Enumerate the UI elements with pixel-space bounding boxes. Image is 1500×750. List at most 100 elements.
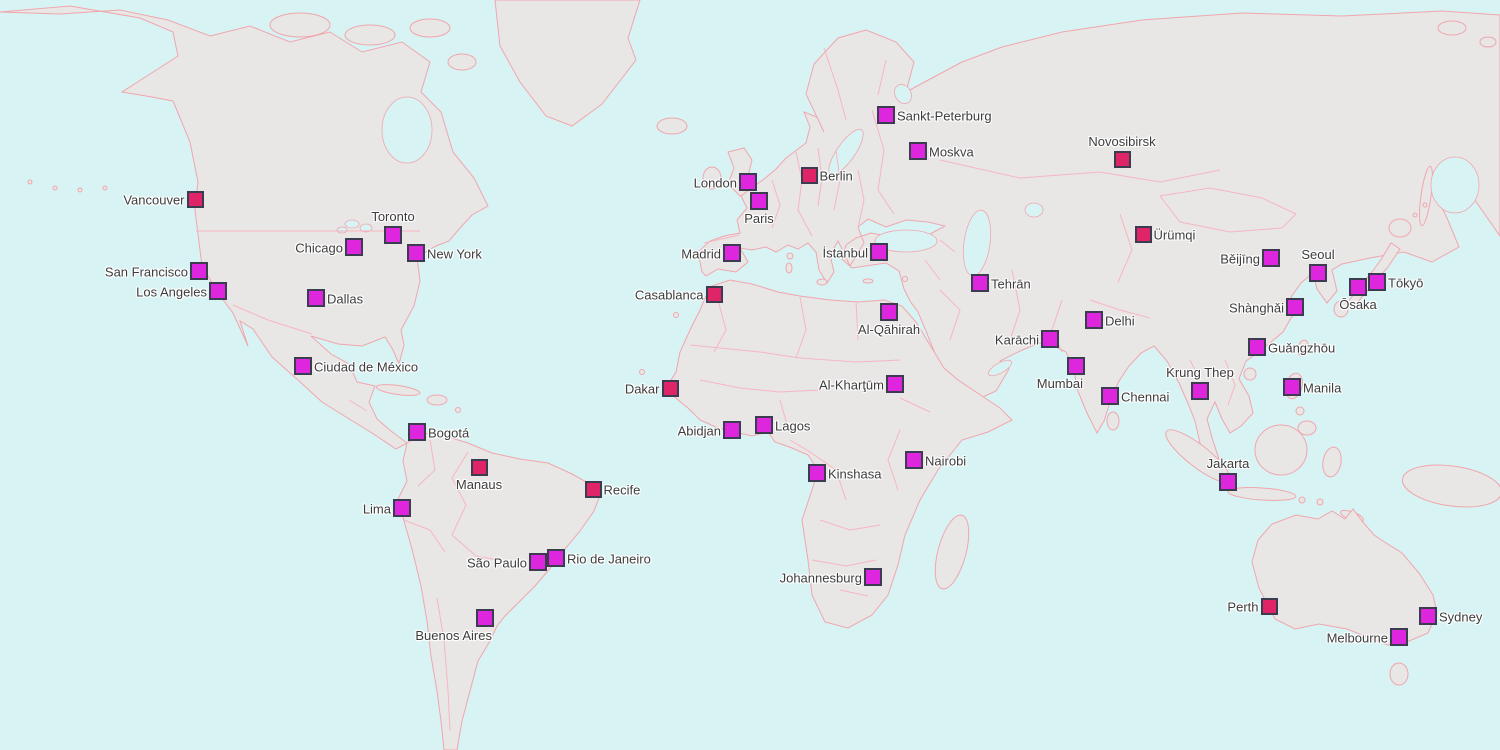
city-marker-gu-ngzh-u[interactable] xyxy=(1248,338,1266,356)
city-marker-chicago[interactable] xyxy=(345,238,363,256)
city-marker-los-angeles[interactable] xyxy=(209,282,227,300)
city-label-berlin: Berlin xyxy=(819,168,853,184)
taiwan xyxy=(1297,339,1309,357)
continent-south-america xyxy=(397,432,602,750)
city-label-johannesburg: Johannesburg xyxy=(779,570,862,586)
new-guinea xyxy=(1401,464,1500,508)
city-label-b-ij-ng: Běijīng xyxy=(1220,251,1260,267)
city-marker-casablanca[interactable] xyxy=(705,285,723,303)
borneo xyxy=(1254,424,1308,476)
city-marker-rio-de-janeiro[interactable] xyxy=(547,549,565,567)
city-marker-delhi[interactable] xyxy=(1085,311,1103,329)
city-marker-al-khar-m[interactable] xyxy=(886,375,904,393)
city-label-abidjan: Abidjan xyxy=(677,423,721,439)
city-marker-manaus[interactable] xyxy=(470,458,488,476)
city-label-toronto: Toronto xyxy=(371,209,415,224)
city-label-sankt-peterburg: Sankt-Peterburg xyxy=(897,108,992,124)
city-marker-johannesburg[interactable] xyxy=(864,568,882,586)
city-label-delhi: Delhi xyxy=(1105,313,1135,329)
city-label-al-q-hirah: Al-Qāhirah xyxy=(857,322,921,337)
city-marker-ciudad-de-m-xico[interactable] xyxy=(294,357,312,375)
city-marker-saka[interactable] xyxy=(1349,278,1367,296)
city-marker-melbourne[interactable] xyxy=(1390,628,1408,646)
philippines-mindanao xyxy=(1297,420,1317,436)
city-marker-abidjan[interactable] xyxy=(723,421,741,439)
city-marker-manila[interactable] xyxy=(1283,378,1301,396)
madagascar xyxy=(934,514,970,590)
antilles-island xyxy=(455,407,461,413)
arctic-island xyxy=(409,18,451,38)
city-label-recife: Recife xyxy=(603,482,641,498)
city-marker-vancouver[interactable] xyxy=(186,190,204,208)
city-marker-recife[interactable] xyxy=(584,480,602,498)
city-marker-b-ij-ng[interactable] xyxy=(1262,249,1280,267)
sardinia xyxy=(785,262,793,274)
aleutian-island xyxy=(77,187,83,193)
sri-lanka xyxy=(1106,411,1120,431)
city-marker-dallas[interactable] xyxy=(307,289,325,307)
city-label-dakar: Dakar xyxy=(624,381,660,397)
city-marker-kinshasa[interactable] xyxy=(808,464,826,482)
city-marker-t-ky[interactable] xyxy=(1368,273,1386,291)
city-label-melbourne: Melbourne xyxy=(1326,630,1388,646)
city-marker-madrid[interactable] xyxy=(723,244,741,262)
aleutian-island xyxy=(27,179,33,185)
city-marker-bogot[interactable] xyxy=(408,423,426,441)
java xyxy=(1227,487,1297,501)
city-label-kar-chi: Karāchi xyxy=(994,332,1039,348)
city-marker-seoul[interactable] xyxy=(1309,264,1327,282)
city-marker-kar-chi[interactable] xyxy=(1041,330,1059,348)
city-label-ciudad-de-m-xico: Ciudad de México xyxy=(314,359,419,375)
city-label-sh-ngh-i: Shànghǎi xyxy=(1229,300,1284,316)
city-label-seoul: Seoul xyxy=(1301,247,1335,262)
city-marker-lagos[interactable] xyxy=(755,416,773,434)
continent-africa xyxy=(665,279,1013,629)
greenland xyxy=(494,0,641,127)
kuril-island xyxy=(1412,212,1418,218)
city-marker-sydney[interactable] xyxy=(1419,607,1437,625)
city-label-chennai: Chennai xyxy=(1121,389,1170,405)
inland-water xyxy=(336,84,1480,377)
arctic-island xyxy=(1479,36,1497,48)
black-sea xyxy=(874,229,938,253)
aleutian-island xyxy=(52,185,58,191)
city-marker-i-stanbul[interactable] xyxy=(870,243,888,261)
city-marker-mumbai[interactable] xyxy=(1067,357,1085,375)
city-marker-london[interactable] xyxy=(739,173,757,191)
city-marker-toronto[interactable] xyxy=(384,226,402,244)
city-marker-moskva[interactable] xyxy=(909,142,927,160)
city-marker-berlin[interactable] xyxy=(800,166,818,184)
city-marker-r-mqi[interactable] xyxy=(1134,225,1152,243)
city-label-gu-ngzh-u: Guǎngzhōu xyxy=(1268,340,1336,356)
city-marker-new-york[interactable] xyxy=(407,244,425,262)
city-marker-krung-thep[interactable] xyxy=(1191,382,1209,400)
cyprus xyxy=(902,276,908,282)
city-marker-buenos-aires[interactable] xyxy=(476,609,494,627)
city-marker-sh-ngh-i[interactable] xyxy=(1286,298,1304,316)
city-marker-perth[interactable] xyxy=(1260,597,1278,615)
city-marker-sankt-peterburg[interactable] xyxy=(877,106,895,124)
city-marker-dakar[interactable] xyxy=(661,379,679,397)
continent-australia xyxy=(1251,508,1438,646)
city-label-casablanca: Casablanca xyxy=(634,287,704,303)
lesser-sunda xyxy=(1298,496,1306,504)
white-sea xyxy=(894,84,912,104)
city-marker-chennai[interactable] xyxy=(1101,387,1119,405)
city-marker-al-q-hirah[interactable] xyxy=(880,303,898,321)
city-marker-paris[interactable] xyxy=(750,192,768,210)
arctic-island xyxy=(447,53,477,71)
city-label-paris: Paris xyxy=(744,211,774,226)
city-label-tehr-n: Tehrān xyxy=(991,276,1031,292)
city-marker-nairobi[interactable] xyxy=(905,451,923,469)
city-marker-lima[interactable] xyxy=(393,499,411,517)
city-marker-novosibirsk[interactable] xyxy=(1113,150,1131,168)
city-label-novosibirsk: Novosibirsk xyxy=(1088,133,1156,149)
city-marker-san-francisco[interactable] xyxy=(190,262,208,280)
iceland xyxy=(656,117,688,135)
city-marker-tehr-n[interactable] xyxy=(971,274,989,292)
city-marker-jakarta[interactable] xyxy=(1219,473,1237,491)
city-marker-s-o-paulo[interactable] xyxy=(529,553,547,571)
aral-sea xyxy=(1024,202,1044,218)
